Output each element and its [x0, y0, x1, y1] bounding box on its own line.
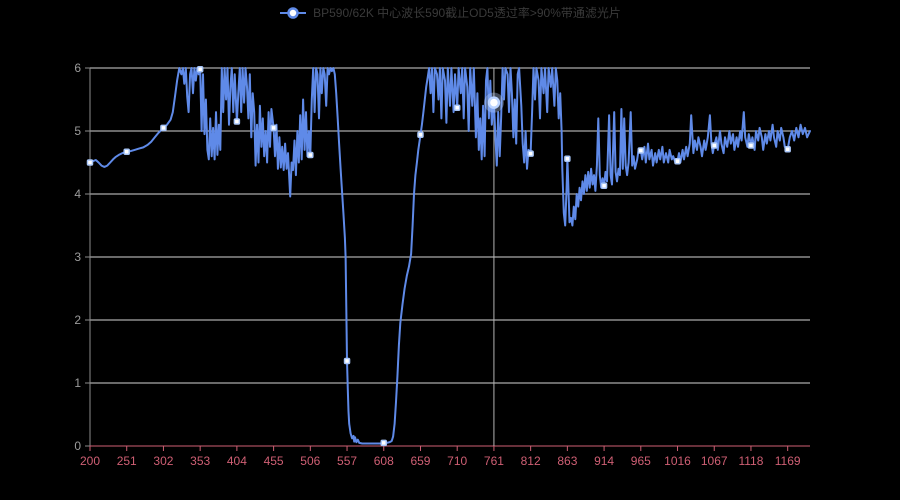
- x-axis-label: 302: [153, 454, 173, 468]
- highlighted-point[interactable]: [487, 96, 501, 109]
- x-axis-label: 251: [117, 454, 137, 468]
- x-axis-label: 965: [631, 454, 651, 468]
- series-line: [89, 67, 811, 445]
- x-axis-label: 914: [594, 454, 614, 468]
- x-axis-label: 608: [374, 454, 394, 468]
- x-axis-label: 404: [227, 454, 247, 468]
- x-axis-label: 455: [264, 454, 284, 468]
- data-point-symbol[interactable]: [270, 124, 277, 132]
- data-point-symbol[interactable]: [747, 142, 755, 149]
- data-point-symbol[interactable]: [380, 439, 388, 447]
- x-axis-label: 710: [447, 454, 467, 468]
- data-point-symbol[interactable]: [453, 104, 461, 111]
- data-point-symbol[interactable]: [86, 159, 94, 166]
- x-axis-label: 200: [80, 454, 100, 468]
- y-axis-label: 6: [74, 61, 81, 75]
- x-axis-label: 1118: [738, 454, 763, 468]
- legend-label: BP590/62K 中心波长590截止OD5透过率>90%带通滤光片: [313, 6, 621, 20]
- data-point-symbol[interactable]: [417, 131, 424, 139]
- data-point-symbol[interactable]: [343, 357, 351, 365]
- x-axis-label: 557: [337, 454, 357, 468]
- y-axis-label: 3: [74, 250, 81, 264]
- y-axis-label: 5: [74, 124, 81, 138]
- x-axis-label: 659: [410, 454, 430, 468]
- x-axis-label: 506: [300, 454, 320, 468]
- x-axis-label: 353: [190, 454, 210, 468]
- data-point-symbol[interactable]: [784, 146, 791, 153]
- data-point-symbol[interactable]: [233, 118, 241, 125]
- y-axis-label: 2: [74, 313, 81, 327]
- legend-item[interactable]: BP590/62K 中心波长590截止OD5透过率>90%带通滤光片: [0, 4, 900, 22]
- data-point-symbol[interactable]: [600, 182, 608, 190]
- data-point-symbol[interactable]: [637, 147, 645, 154]
- y-axis-label: 4: [74, 187, 81, 201]
- data-point-symbol[interactable]: [710, 142, 718, 149]
- y-axis-label: 1: [74, 376, 81, 390]
- x-axis-label: 1016: [664, 454, 691, 468]
- data-point-symbol[interactable]: [674, 157, 681, 165]
- data-point-symbol[interactable]: [307, 151, 314, 159]
- legend-line-marker-icon: [279, 6, 307, 20]
- x-axis-label: 1169: [775, 454, 801, 468]
- x-axis-label: 761: [484, 454, 504, 468]
- x-axis-label: 863: [557, 454, 577, 468]
- highlighted-point-halo: [483, 92, 504, 113]
- data-point-symbol[interactable]: [564, 155, 571, 162]
- x-axis-label: 1067: [701, 454, 728, 468]
- y-axis-label: 0: [74, 439, 81, 453]
- x-axis-label: 812: [521, 454, 541, 468]
- data-point-symbol[interactable]: [196, 66, 204, 73]
- data-point-symbol[interactable]: [160, 124, 167, 132]
- data-point-symbol[interactable]: [527, 150, 534, 157]
- data-point-symbol[interactable]: [123, 148, 130, 156]
